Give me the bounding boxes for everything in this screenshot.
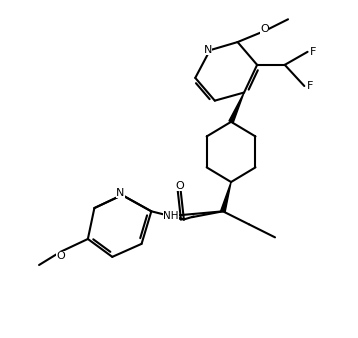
Text: F: F: [310, 47, 316, 57]
Text: F: F: [307, 81, 313, 91]
Text: O: O: [176, 181, 184, 191]
Text: O: O: [57, 251, 65, 261]
Text: N: N: [204, 45, 213, 55]
Text: NH: NH: [163, 211, 179, 220]
Text: N: N: [116, 188, 125, 198]
Polygon shape: [229, 93, 244, 123]
Polygon shape: [221, 182, 231, 212]
Text: O: O: [260, 24, 269, 34]
